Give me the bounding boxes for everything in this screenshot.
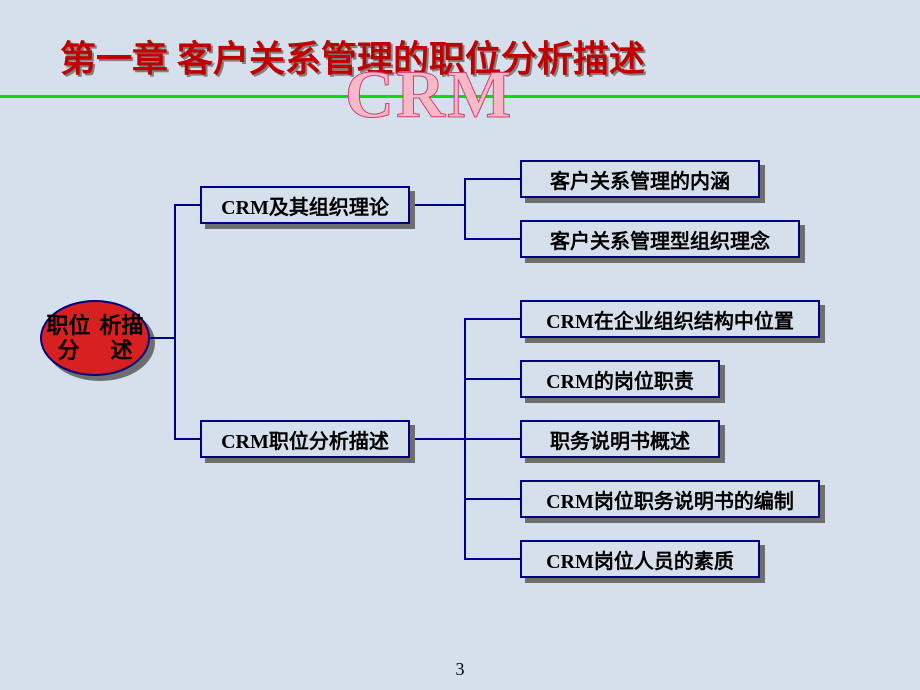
leaf-node-1-4: CRM岗位人员的素质 xyxy=(520,540,760,578)
branch-node-0: CRM及其组织理论 xyxy=(200,186,410,224)
leaf-node-1-1: CRM的岗位职责 xyxy=(520,360,720,398)
leaf-node-1-3: CRM岗位职务说明书的编制 xyxy=(520,480,820,518)
page-number: 3 xyxy=(0,659,920,680)
leaf-node-0-0: 客户关系管理的内涵 xyxy=(520,160,760,198)
branch-node-1: CRM职位分析描述 xyxy=(200,420,410,458)
watermark-text: CRM xyxy=(345,55,513,134)
root-node: 职位分析描述 xyxy=(40,300,150,376)
leaf-node-0-1: 客户关系管理型组织理念 xyxy=(520,220,800,258)
leaf-node-1-2: 职务说明书概述 xyxy=(520,420,720,458)
leaf-node-1-0: CRM在企业组织结构中位置 xyxy=(520,300,820,338)
slide: 第一章 客户关系管理的职位分析描述CRM职位分析描述CRM及其组织理论客户关系管… xyxy=(0,0,920,690)
